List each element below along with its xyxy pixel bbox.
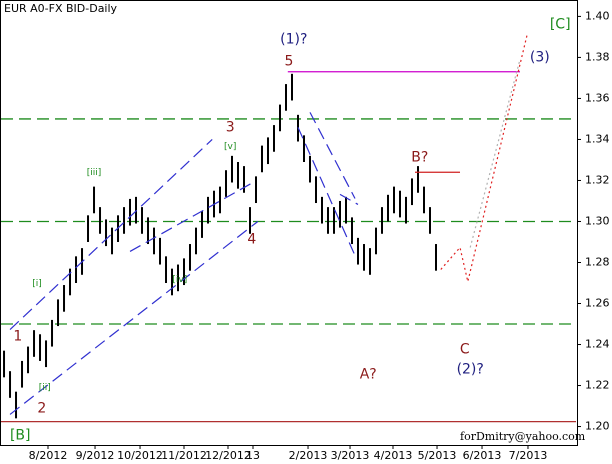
y-tick-label: 1.38 <box>585 50 610 63</box>
trend-line <box>309 112 356 199</box>
x-tick-label: 5/2013 <box>418 449 457 462</box>
watermark: forDmitry@yahoo.com <box>460 430 586 443</box>
x-tick-label: 12/2012 <box>205 449 251 462</box>
x-tick-label: 10/2012 <box>117 449 163 462</box>
wave-label: 3 <box>226 119 235 135</box>
y-tick-label: 1.32 <box>585 173 610 186</box>
y-tick-label: 1.26 <box>585 297 610 310</box>
wave-label: [ii] <box>39 383 51 393</box>
trend-line <box>297 127 356 256</box>
x-tick-label: 2/2013 <box>289 449 328 462</box>
chart-title: EUR A0-FX BID-Daily <box>4 2 118 15</box>
y-tick-label: 1.28 <box>585 255 610 268</box>
x-tick-label: 6/2013 <box>463 449 502 462</box>
wave-label: [i] <box>32 279 42 289</box>
wave-label: (1)? <box>280 31 307 47</box>
x-tick-label: 8/2012 <box>29 449 68 462</box>
wave-label: A? <box>360 366 377 382</box>
wave-label: 1 <box>13 329 22 345</box>
y-tick-label: 1.30 <box>585 214 610 227</box>
trend-line <box>9 221 259 415</box>
y-tick-label: 1.36 <box>585 91 610 104</box>
x-tick-label: 11/2012 <box>161 449 207 462</box>
x-tick-label: 9/2012 <box>76 449 115 462</box>
wave-label: [iv] <box>172 275 187 285</box>
wave-label: (3) <box>530 49 550 65</box>
trend-line <box>9 139 213 330</box>
wave-label: 5 <box>285 54 294 70</box>
wave-label: (2)? <box>457 362 484 378</box>
wave-label: [iii] <box>87 168 102 178</box>
wave-label: B? <box>411 149 428 165</box>
x-tick-label: 4/2013 <box>374 449 413 462</box>
y-tick-label: 1.20 <box>585 420 610 433</box>
wave-label: [C] <box>550 17 571 33</box>
y-tick-label: 1.40 <box>585 9 610 22</box>
plot-frame <box>0 0 578 446</box>
trend-line <box>129 180 256 252</box>
wave-label: [B] <box>10 428 31 444</box>
y-tick-label: 1.24 <box>585 338 610 351</box>
wave-label: 2 <box>37 400 46 416</box>
wave-label: [v] <box>224 142 236 152</box>
x-tick-label: 3/2013 <box>331 449 370 462</box>
trend-line <box>339 193 359 205</box>
y-tick-label: 1.34 <box>585 132 610 145</box>
y-tick-label: 1.22 <box>585 379 610 392</box>
wave-label: C <box>460 341 470 357</box>
trend-line <box>440 34 528 282</box>
wave-label: 4 <box>247 232 256 248</box>
x-tick-label: 13 <box>246 449 260 462</box>
x-tick-label: 7/2013 <box>509 449 548 462</box>
